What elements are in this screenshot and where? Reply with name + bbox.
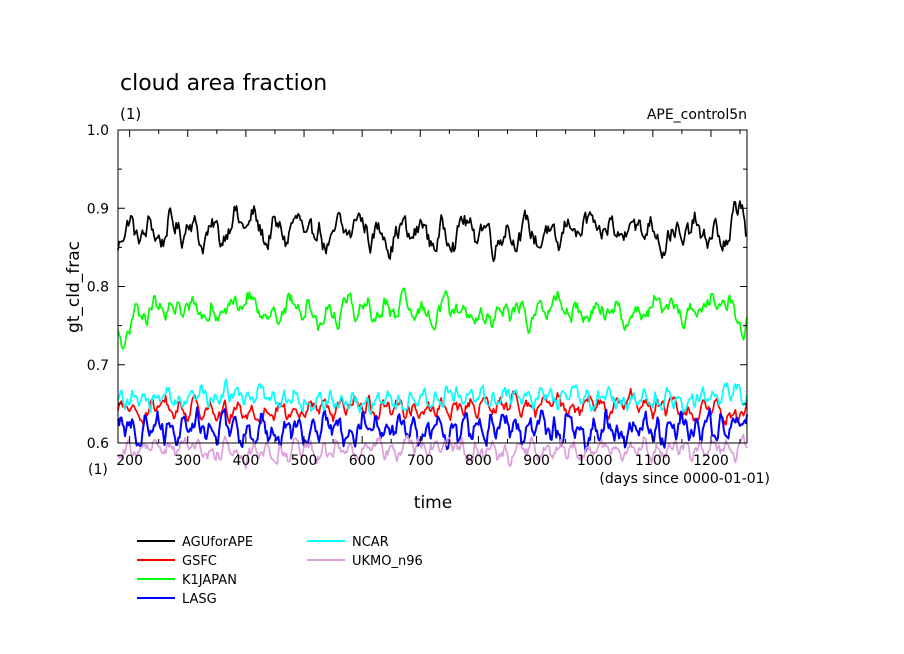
series-layer xyxy=(117,200,748,470)
x-axis-label: time xyxy=(414,493,452,513)
y-tick-label: 1.0 xyxy=(87,123,109,139)
legend-label-gsfc: GSFC xyxy=(182,554,217,569)
y-axis-units: (1) xyxy=(88,462,108,478)
x-tick-label: 500 xyxy=(291,453,318,469)
y-tick-label: 0.7 xyxy=(87,358,109,374)
series-line-lasg xyxy=(117,406,748,453)
y-axis-label: gt_cld_frac xyxy=(64,241,84,333)
x-tick-label: 400 xyxy=(233,453,260,469)
series-line-gsfc xyxy=(117,387,748,427)
x-tick-label: 700 xyxy=(407,453,434,469)
experiment-label: APE_control5n xyxy=(647,107,747,123)
y-tick-label: 0.9 xyxy=(87,201,109,217)
x-tick-label: 1000 xyxy=(577,453,613,469)
x-tick-label: 1200 xyxy=(693,453,729,469)
x-axis-units: (days since 0000-01-01) xyxy=(599,471,770,487)
legend-label-ukmo-n96: UKMO_n96 xyxy=(352,554,423,569)
legend-label-ncar: NCAR xyxy=(352,535,389,550)
series-line-k1japan xyxy=(117,287,748,350)
legend: AGUforAPE GSFC K1JAPAN LASG NCAR UKMO_n96 xyxy=(137,535,423,607)
series-line-ncar xyxy=(117,378,748,415)
axes-layer: 200 300 400 500 600 700 800 900 1000 1100 1200 0.6 0… xyxy=(87,123,747,469)
chart-title: cloud area fraction xyxy=(120,71,327,96)
x-tick-label: 800 xyxy=(465,453,492,469)
series-line-ukmo-n96 xyxy=(117,433,748,470)
chart-units: (1) xyxy=(120,105,141,123)
x-tick-label: 1100 xyxy=(635,453,671,469)
legend-label-lasg: LASG xyxy=(182,592,217,607)
plot-frame xyxy=(117,129,748,444)
y-tick-label: 0.8 xyxy=(87,280,109,296)
x-tick-label: 200 xyxy=(116,453,143,469)
legend-label-aguforape: AGUforAPE xyxy=(182,535,253,550)
legend-label-k1japan: K1JAPAN xyxy=(182,573,237,588)
x-tick-label: 900 xyxy=(523,453,550,469)
series-line-aguforape xyxy=(117,200,748,263)
y-tick-label: 0.6 xyxy=(87,436,109,452)
x-tick-label: 600 xyxy=(349,453,376,469)
x-tick-label: 300 xyxy=(174,453,201,469)
